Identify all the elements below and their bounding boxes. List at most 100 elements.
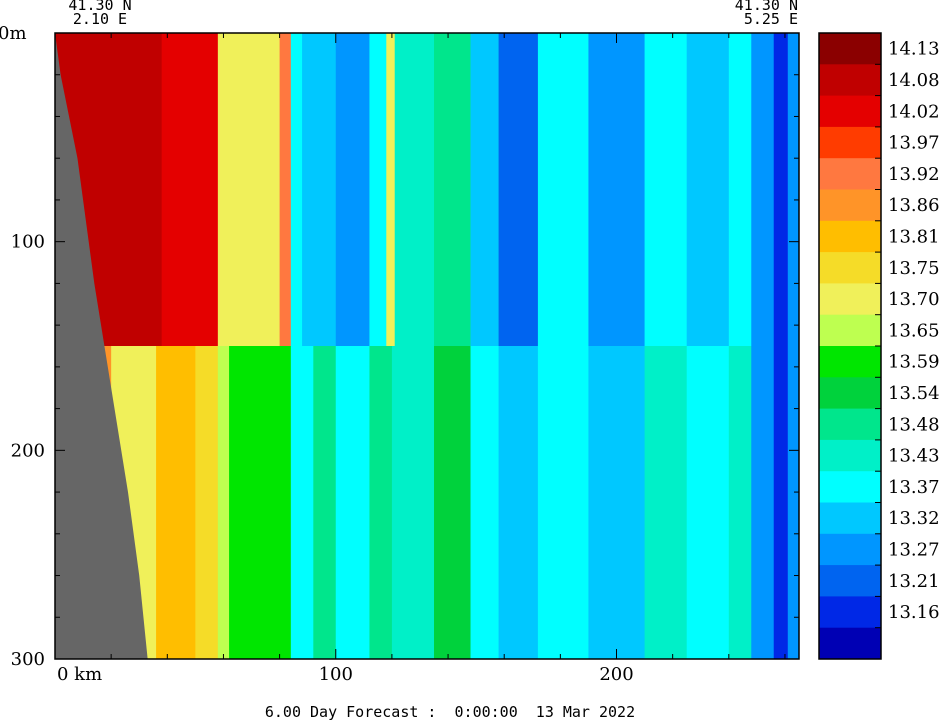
colorbar-swatch — [819, 283, 881, 316]
colorbar-swatch — [819, 377, 881, 410]
heat-cell-upper-4 — [279, 33, 292, 346]
top-right-lat: 41.30 N — [735, 0, 798, 14]
top-right-lon: 5.25 E — [744, 10, 798, 28]
top-left-lat: 41.30 N — [68, 0, 131, 14]
heat-cell-deep-5 — [229, 346, 281, 659]
heat-cell-deep-15 — [537, 346, 589, 659]
colorbar-swatch — [819, 408, 881, 441]
colorbar-swatch — [819, 252, 881, 284]
colorbar-label: 13.16 — [888, 602, 940, 623]
axis-ticks: 100 200 300 100 200 — [11, 33, 799, 685]
colorbar-swatch — [819, 439, 881, 472]
colorbar-swatch — [819, 533, 881, 566]
heat-cell-upper-16 — [644, 33, 688, 346]
heat-cell-upper-8 — [369, 33, 387, 346]
colorbar: 14.13 14.08 14.02 13.97 13.92 13.86 13.81 13.75… — [818, 32, 940, 660]
heat-cell-deep-7 — [290, 346, 314, 659]
heat-cell-deep-3 — [195, 346, 219, 659]
y-tick-label: 200 — [11, 440, 45, 461]
colorbar-swatch — [819, 220, 881, 253]
top-left-lon: 2.10 E — [73, 10, 127, 28]
heat-cell-deep-19 — [728, 346, 752, 659]
colorbar-swatch — [819, 596, 881, 629]
plot-frame — [54, 32, 800, 660]
colorbar-swatch — [819, 33, 881, 65]
heat-cell-deep-17 — [644, 346, 688, 659]
colorbar-label: 13.75 — [888, 258, 940, 279]
colorbar-label: 13.86 — [888, 195, 940, 216]
heat-cell-upper-13 — [498, 33, 539, 346]
heat-cell-deep-11 — [391, 346, 435, 659]
colorbar-label: 13.54 — [888, 383, 940, 404]
heatmap-plot — [55, 33, 799, 659]
heat-cell-upper-14 — [537, 33, 589, 346]
heat-cell-upper-7 — [335, 33, 370, 346]
colorbar-label: 13.37 — [888, 477, 940, 498]
colorbar-swatch — [819, 158, 881, 190]
forecast-footer: 6.00 Day Forecast : 0:00:00 13 Mar 2022 — [265, 703, 635, 721]
colorbar-label: 13.65 — [888, 320, 940, 341]
heat-cell-deep-21 — [773, 346, 789, 659]
colorbar-label: 13.21 — [888, 571, 940, 592]
y-tick-label: 100 — [11, 232, 45, 253]
colorbar-label: 13.48 — [888, 414, 940, 435]
heat-cell-upper-10 — [394, 33, 435, 346]
x-tick-label: 100 — [319, 664, 353, 685]
colorbar-label: 13.81 — [888, 226, 940, 247]
heat-cell-upper-21 — [787, 33, 799, 346]
heat-cell-upper-19 — [751, 33, 775, 346]
heat-cell-deep-6 — [279, 346, 292, 659]
heat-cell-upper-12 — [470, 33, 500, 346]
x-tick-label: 200 — [599, 664, 633, 685]
y-tick-label: 300 — [11, 649, 45, 670]
heat-cell-deep-22 — [787, 346, 799, 659]
colorbar-label: 13.97 — [888, 133, 940, 154]
colorbar-label: 13.92 — [888, 164, 940, 185]
colorbar-swatch — [819, 314, 881, 347]
heat-cell-deep-2 — [156, 346, 196, 659]
colorbar-label: 14.08 — [888, 70, 940, 91]
heat-cell-deep-12 — [434, 346, 472, 659]
colorbar-label: 13.70 — [888, 289, 940, 310]
colorbar-label: 13.32 — [888, 508, 940, 529]
colorbar-swatch — [819, 189, 881, 222]
heat-cell-upper-17 — [686, 33, 730, 346]
colorbar-label: 13.59 — [888, 352, 940, 373]
heat-cell-deep-13 — [470, 346, 500, 659]
colorbar-swatch — [819, 502, 881, 535]
heat-cell-upper-2 — [161, 33, 219, 346]
heat-cell-upper-6 — [302, 33, 337, 346]
colorbar-swatch — [819, 64, 881, 97]
heat-cell-deep-10 — [369, 346, 393, 659]
land-mask — [55, 33, 148, 659]
heat-cell-upper-9 — [386, 33, 396, 346]
x-unit-label: 0 km — [57, 664, 102, 685]
heat-cell-upper-18 — [728, 33, 752, 346]
heat-cell-deep-14 — [498, 346, 539, 659]
colorbar-label: 13.27 — [888, 539, 940, 560]
heat-cell-upper-3 — [217, 33, 281, 346]
heat-cell-upper-11 — [434, 33, 472, 346]
heat-cell-upper-20 — [773, 33, 789, 346]
colorbar-swatch — [819, 95, 881, 128]
colorbar-swatch — [819, 627, 881, 660]
colorbar-swatch — [819, 471, 881, 503]
colorbar-swatch — [819, 126, 881, 159]
colorbar-label: 13.43 — [888, 446, 940, 467]
corner-labels: 41.30 N 2.10 E 41.30 N 5.25 E — [68, 0, 798, 28]
heat-cell-deep-8 — [313, 346, 337, 659]
heat-cell-deep-9 — [335, 346, 370, 659]
colorbar-label: 14.13 — [888, 39, 940, 60]
heat-cell-upper-15 — [588, 33, 646, 346]
heat-cell-upper-1 — [83, 33, 163, 346]
heat-cell-deep-20 — [751, 346, 775, 659]
colorbar-swatch — [819, 565, 881, 597]
heat-cell-deep-16 — [588, 346, 646, 659]
colorbar-swatch — [819, 346, 881, 378]
y-top-label: 0m — [0, 23, 27, 44]
heat-cell-deep-4 — [217, 346, 230, 659]
colorbar-label: 14.02 — [888, 101, 940, 122]
heat-cell-deep-18 — [686, 346, 730, 659]
heat-cell-upper-5 — [290, 33, 303, 346]
